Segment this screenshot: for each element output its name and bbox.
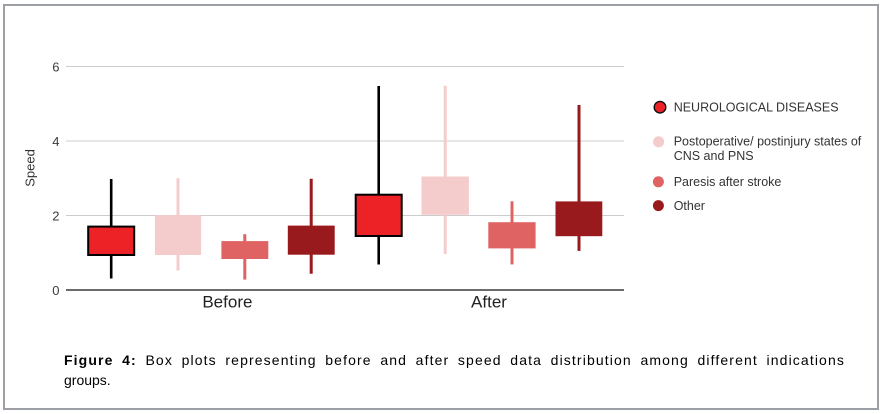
- svg-text:2: 2: [52, 209, 59, 224]
- svg-text:After: After: [471, 292, 507, 311]
- svg-text:Other: Other: [674, 199, 705, 213]
- svg-text:Speed: Speed: [23, 149, 38, 187]
- svg-text:0: 0: [52, 283, 59, 298]
- svg-text:6: 6: [52, 60, 59, 75]
- svg-text:4: 4: [52, 134, 59, 149]
- svg-text:Paresis after stroke: Paresis after stroke: [674, 175, 782, 189]
- svg-text:Before: Before: [202, 292, 252, 311]
- svg-text:Postoperative/ postinjury stat: Postoperative/ postinjury states of: [674, 135, 862, 149]
- svg-text:NEUROLOGICAL DISEASES: NEUROLOGICAL DISEASES: [674, 100, 839, 114]
- svg-text:CNS and PNS: CNS and PNS: [674, 149, 754, 163]
